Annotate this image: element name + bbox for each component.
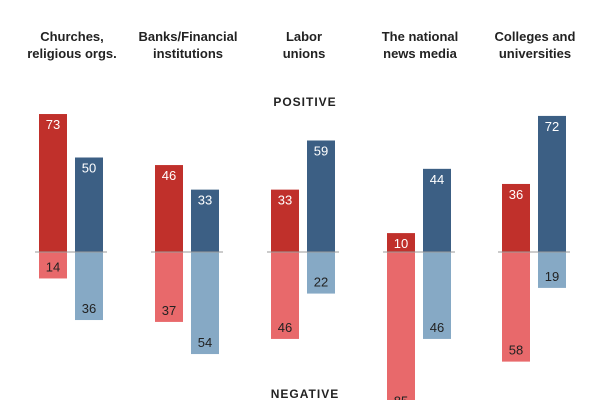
bar-rep-negative: [155, 252, 183, 322]
value-label-rep-positive: 73: [46, 117, 60, 132]
titles-layer: Churches, religious orgs. Banks/Financial i…: [27, 29, 575, 61]
value-label-dem-positive: 33: [198, 193, 212, 208]
value-label-rep-positive: 33: [278, 193, 292, 208]
value-label-rep-positive: 10: [394, 236, 408, 251]
bar-dem-negative: [538, 252, 566, 288]
negative-label: NEGATIVE: [271, 387, 339, 400]
value-label-rep-negative: 46: [278, 320, 292, 335]
group-title-line: Colleges and: [495, 29, 576, 44]
group-title-line: unions: [283, 46, 326, 61]
bar-dem-negative: [75, 252, 103, 321]
value-label-dem-negative: 46: [430, 320, 444, 335]
value-label-rep-negative: 14: [46, 259, 60, 274]
group-title-line: news media: [383, 46, 457, 61]
value-label-rep-positive: 36: [509, 187, 523, 202]
value-label-rep-negative: 37: [162, 303, 176, 318]
bar-rep-negative: [387, 252, 415, 400]
bar-rep-positive: [271, 189, 299, 252]
group-title-line: Banks/Financial: [139, 29, 238, 44]
bar-dem-negative: [423, 252, 451, 339]
value-label-rep-negative: 85: [394, 394, 408, 400]
value-label-dem-negative: 22: [314, 275, 328, 290]
value-label-rep-positive: 46: [162, 168, 176, 183]
bar-dem-negative: [307, 252, 335, 294]
bar-dem-positive: [75, 157, 103, 252]
value-label-dem-negative: 54: [198, 335, 212, 350]
bars-layer: 73 50 14 36 46 33 37 54 33 59 46 22 10 44 85 46 36 72 58 19: [39, 114, 566, 400]
value-label-rep-negative: 58: [509, 343, 523, 358]
positive-label: POSITIVE: [273, 95, 336, 109]
bar-dem-positive: [423, 168, 451, 252]
group-title-line: institutions: [153, 46, 223, 61]
bar-dem-positive: [538, 115, 566, 252]
group-title-line: Labor: [286, 29, 322, 44]
value-label-dem-positive: 44: [430, 172, 444, 187]
bar-rep-negative: [502, 252, 530, 362]
group-title-line: universities: [499, 46, 571, 61]
bar-rep-positive: [155, 165, 183, 252]
bar-rep-positive: [387, 233, 415, 252]
bar-rep-positive: [502, 183, 530, 252]
bar-rep-negative: [39, 252, 67, 279]
value-label-dem-negative: 19: [545, 269, 559, 284]
bar-rep-positive: [39, 114, 67, 252]
value-label-dem-positive: 72: [545, 119, 559, 134]
group-title-line: The national: [382, 29, 459, 44]
value-label-dem-negative: 36: [82, 301, 96, 316]
group-title-line: religious orgs.: [27, 46, 117, 61]
bar-dem-positive: [191, 189, 219, 252]
bar-rep-negative: [271, 252, 299, 339]
bar-dem-negative: [191, 252, 219, 355]
value-label-dem-positive: 59: [314, 143, 328, 158]
value-label-dem-positive: 50: [82, 161, 96, 176]
group-title-line: Churches,: [40, 29, 104, 44]
bar-dem-positive: [307, 140, 335, 252]
